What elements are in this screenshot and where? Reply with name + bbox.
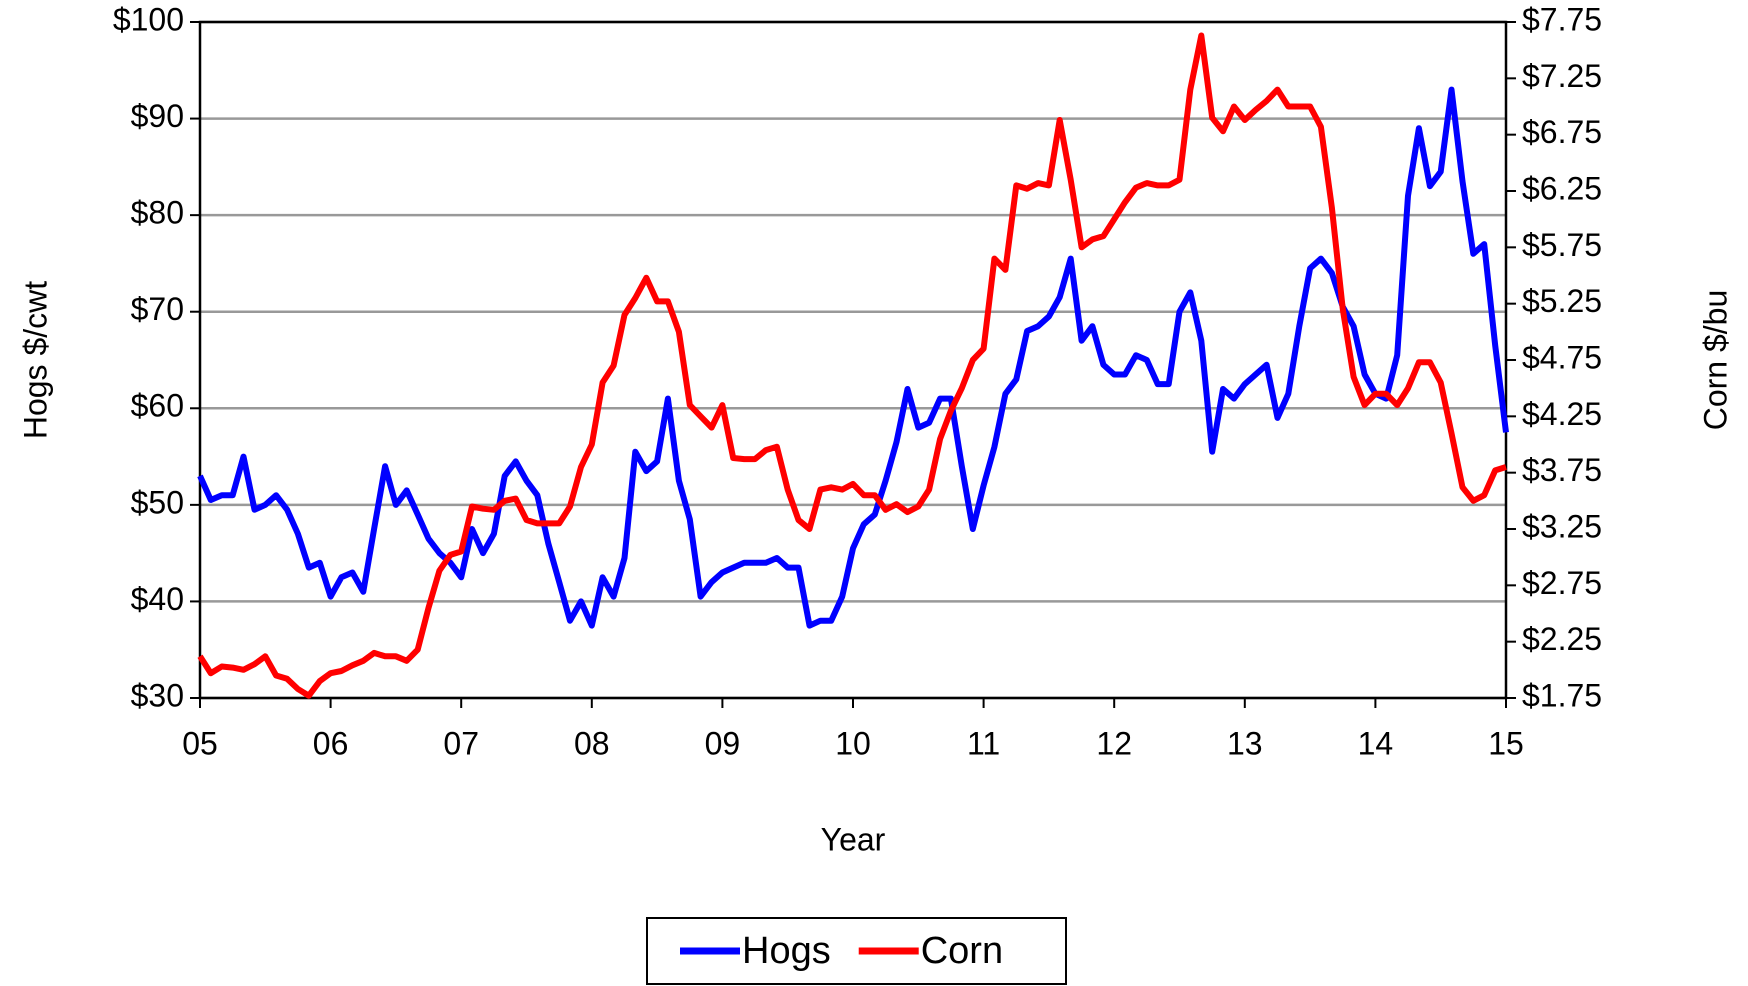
y2-tick-label: $2.75 [1522, 565, 1602, 601]
x-axis-title: Year [821, 821, 886, 857]
legend-label: Corn [921, 930, 1003, 972]
y2-tick-label: $4.75 [1522, 339, 1602, 375]
y-tick-label: $60 [131, 388, 184, 424]
y-tick-label: $70 [131, 291, 184, 327]
plot-border [198, 20, 1508, 700]
y-tick-label: $80 [131, 195, 184, 231]
x-tick-label: 12 [1096, 725, 1132, 761]
x-tick-label: 11 [967, 725, 1000, 761]
y2-tick-label: $3.25 [1522, 508, 1602, 544]
y2-tick-label: $3.75 [1522, 452, 1602, 488]
series-line [197, 86, 1509, 629]
y2-tick-label: $7.75 [1522, 1, 1602, 37]
x-tick-label: 10 [835, 725, 871, 761]
y-tick-label: $100 [113, 1, 184, 37]
y2-tick-label: $5.75 [1522, 227, 1602, 263]
x-tick-label: 05 [182, 725, 218, 761]
y-axis-title: Hogs $/cwt [17, 281, 53, 439]
y2-tick-label: $7.25 [1522, 58, 1602, 94]
x-tick-label: 13 [1227, 725, 1263, 761]
y-tick-label: $30 [131, 677, 184, 713]
y-tick-label: $50 [131, 484, 184, 520]
x-tick-label: 14 [1358, 725, 1394, 761]
x-tick-label: 06 [313, 725, 349, 761]
y2-tick-label: $6.75 [1522, 114, 1602, 150]
y-tick-label: $40 [131, 581, 184, 617]
y2-tick-label: $2.25 [1522, 621, 1602, 657]
series-line [197, 32, 1507, 699]
x-tick-label: 09 [705, 725, 741, 761]
x-tick-label: 07 [443, 725, 479, 761]
legend-label: Hogs [742, 930, 831, 972]
y-tick-label: $90 [131, 98, 184, 134]
y2-tick-label: $6.25 [1522, 170, 1602, 206]
y2-tick-label: $5.25 [1522, 283, 1602, 319]
x-tick-label: 15 [1488, 725, 1524, 761]
y2-tick-label: $4.25 [1522, 396, 1602, 432]
y2-axis-title: Corn $/bu [1697, 290, 1733, 431]
x-tick-label: 08 [574, 725, 610, 761]
y2-tick-label: $1.75 [1522, 677, 1602, 713]
